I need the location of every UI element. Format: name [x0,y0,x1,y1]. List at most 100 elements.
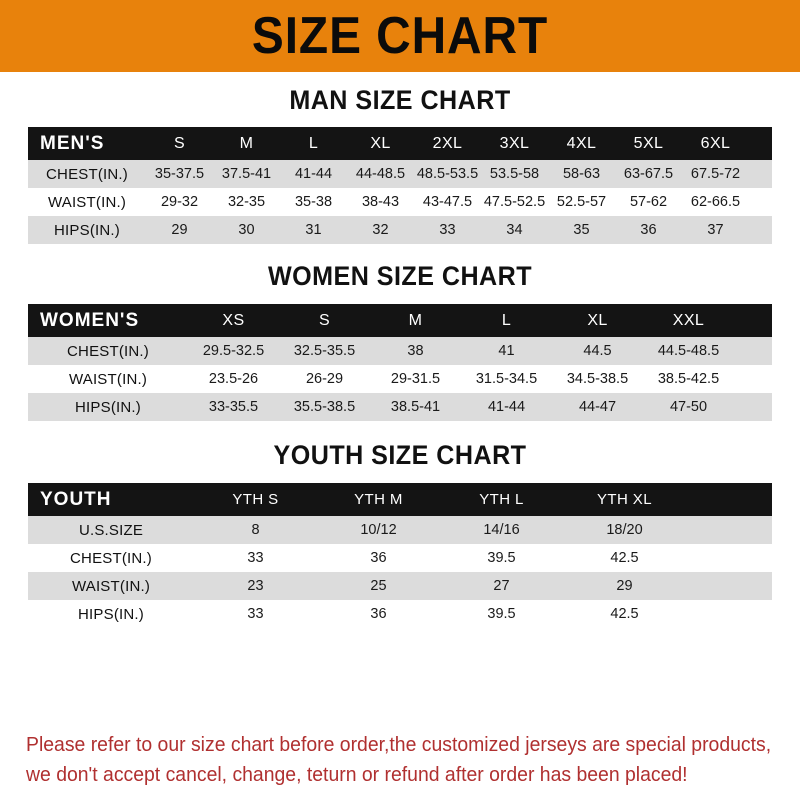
row-label-chest: CHEST(IN.) [46,165,128,183]
cell: 62-66.5 [690,194,741,210]
cell: 38.5-41 [390,399,441,415]
cell: 32 [372,222,389,238]
cell-spacer [749,160,772,188]
cell: 23.5-26 [208,371,259,387]
cell: 34.5-38.5 [566,371,629,387]
cell: 33-35.5 [208,399,259,415]
cell: 36 [370,550,387,566]
cell: 42.5 [610,606,639,622]
section-title-women: WOMEN SIZE CHART [267,261,533,291]
section-youth: YOUTH SIZE CHART YOUTH YTH S YTH M YTH L… [0,421,800,628]
cell: 35 [573,222,590,238]
table-youth: YOUTH YTH S YTH M YTH L YTH XL U.S.SIZE … [28,483,772,628]
cell: 32.5-35.5 [293,343,356,359]
cell: 38 [407,343,424,359]
cell: 35-38 [294,194,333,210]
column-header-2xl: 2XL [432,134,463,152]
cell: 29 [171,222,188,238]
cell-spacer [686,600,772,628]
column-header-6xl: 6XL [700,134,731,152]
cell: 29.5-32.5 [202,343,265,359]
cell: 58-63 [562,166,601,182]
cell: 53.5-58 [489,166,540,182]
cell-spacer [734,337,772,365]
cell: 31.5-34.5 [475,371,538,387]
cell: 34 [506,222,523,238]
column-header-rowlabel: YOUTH [40,488,112,510]
cell: 27 [493,578,510,594]
chart-sections: MAN SIZE CHART MEN'S S M L XL 2XL 3XL [0,72,800,716]
cell: 38.5-42.5 [657,371,720,387]
cell-spacer [686,572,772,600]
cell: 63-67.5 [623,166,674,182]
table-row: HIPS(IN.) 33 36 39.5 42.5 [28,600,772,628]
cell: 32-35 [227,194,266,210]
column-header-3xl: 3XL [499,134,530,152]
banner: SIZE CHART [0,0,800,72]
row-label-waist: WAIST(IN.) [71,577,151,595]
column-header-4xl: 4XL [566,134,597,152]
cell: 44.5-48.5 [657,343,720,359]
cell: 48.5-53.5 [416,166,479,182]
cell: 35-37.5 [154,166,205,182]
column-header-m: M [239,134,254,152]
cell: 29 [616,578,633,594]
table-header-row-man: MEN'S S M L XL 2XL 3XL 4XL 5XL 6XL [28,127,772,160]
cell: 42.5 [610,550,639,566]
table-row: WAIST(IN.) 23.5-26 26-29 29-31.5 31.5-34… [28,365,772,393]
column-header-yth-xl: YTH XL [597,491,652,508]
table-man: MEN'S S M L XL 2XL 3XL 4XL 5XL 6XL [28,127,772,244]
row-label-waist: WAIST(IN.) [68,370,148,388]
row-label-chest: CHEST(IN.) [70,549,152,567]
column-header-yth-s: YTH S [232,491,279,508]
row-label-chest: CHEST(IN.) [67,342,149,360]
table-women: WOMEN'S XS S M L XL XXL CHEST(IN.) 29.5-… [28,304,772,421]
footer-note-line-2: we don't accept cancel, change, teturn o… [26,764,688,786]
table-row: CHEST(IN.) 33 36 39.5 42.5 [28,544,772,572]
row-label-hips: HIPS(IN.) [54,221,120,239]
column-header-yth-m: YTH M [354,491,403,508]
cell: 29-31.5 [390,371,441,387]
column-header-spacer [734,304,772,337]
cell: 33 [247,550,264,566]
cell: 33 [247,606,264,622]
table-row: CHEST(IN.) 35-37.5 37.5-41 41-44 44-48.5… [28,160,772,188]
cell: 36 [370,606,387,622]
cell-spacer [734,365,772,393]
column-header-rowlabel: WOMEN'S [40,309,140,331]
column-header-xxl: XXL [672,311,705,329]
row-label-hips: HIPS(IN.) [75,398,141,416]
cell: 30 [238,222,255,238]
cell: 37.5-41 [221,166,272,182]
cell: 52.5-57 [556,194,607,210]
cell: 10/12 [360,522,397,538]
cell-spacer [686,516,772,544]
table-row: WAIST(IN.) 29-32 32-35 35-38 38-43 43-47… [28,188,772,216]
cell: 39.5 [487,550,516,566]
column-header-yth-l: YTH L [479,491,524,508]
column-header-5xl: 5XL [633,134,664,152]
footer-note: Please refer to our size chart before or… [0,716,800,800]
column-header-s: S [173,134,186,152]
section-title-youth: YOUTH SIZE CHART [273,440,527,470]
cell: 44-47 [578,399,617,415]
cell: 31 [305,222,322,238]
section-man: MAN SIZE CHART MEN'S S M L XL 2XL 3XL [0,72,800,244]
cell: 44.5 [583,343,612,359]
cell-spacer [686,544,772,572]
cell: 41-44 [294,166,333,182]
cell: 29-32 [160,194,199,210]
table-row: HIPS(IN.) 33-35.5 35.5-38.5 38.5-41 41-4… [28,393,772,421]
cell: 44-48.5 [355,166,406,182]
cell: 25 [370,578,387,594]
column-header-rowlabel: MEN'S [40,132,105,154]
cell: 33 [439,222,456,238]
cell: 41 [498,343,515,359]
cell-spacer [749,188,772,216]
cell: 23 [247,578,264,594]
cell: 36 [640,222,657,238]
cell-spacer [749,216,772,244]
cell: 57-62 [629,194,668,210]
cell: 39.5 [487,606,516,622]
